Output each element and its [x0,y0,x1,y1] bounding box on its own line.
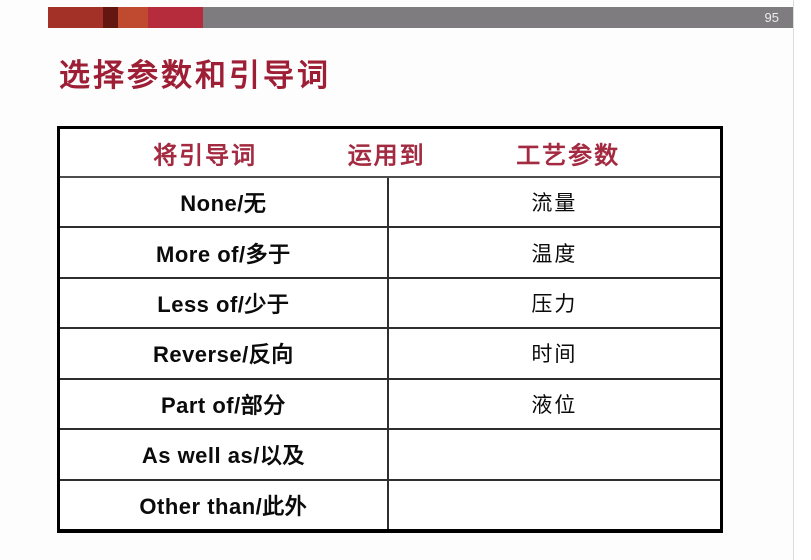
parameter-cell: 压力 [531,292,578,317]
parameter-cell: 流量 [531,191,578,216]
guideword-cell: Part of/部分 [60,379,389,429]
table-row: None/无 流量 [60,178,720,229]
parameter-cell [389,481,720,529]
parameter-cell: 温度 [531,241,578,266]
header-guideword-label: 将引导词 [153,140,258,169]
guideword-cell: Less of/少于 [60,278,389,328]
table-row: Reverse/反向 时间 [60,329,720,380]
table-row: Other than/此外 [60,480,720,529]
header-parameter-label: 工艺参数 [516,140,621,169]
guideword-cell: None/无 [60,178,389,227]
parameter-cell: 时间 [531,342,578,367]
table-body: None/无 流量 More of/多于 温度 Less of/少于 压力 Re… [60,178,720,529]
page-title: 选择参数和引导词 [59,58,331,94]
guideword-cell: As well as/以及 [60,430,389,479]
parameter-cell [389,430,720,478]
parameter-cell: 液位 [531,392,578,417]
bar-segment-brick [48,7,103,28]
header-applyto-label: 运用到 [347,140,426,169]
table-row: As well as/以及 [60,430,720,481]
bar-segment-crimson [148,7,203,28]
bar-segment-orange [118,7,148,28]
table-row: Part of/部分 液位 [60,379,720,431]
table-header-row: 将引导词 运用到 工艺参数 [60,129,720,178]
guideword-parameter-table: 将引导词 运用到 工艺参数 None/无 流量 More of/多于 温度 Le… [57,126,723,533]
page-number: 95 [764,10,779,25]
table-row: More of/多于 温度 [60,228,720,279]
bar-segment-gray: 95 [203,7,793,28]
guideword-cell: Other than/此外 [60,480,389,529]
guideword-cell: Reverse/反向 [60,329,389,378]
slide-canvas: 95 选择参数和引导词 将引导词 运用到 工艺参数 None/无 流量 More… [48,0,794,560]
bar-segment-darkred [103,7,118,28]
guideword-cell: More of/多于 [60,228,389,277]
top-decoration-bar: 95 [48,7,793,28]
table-row: Less of/少于 压力 [60,278,720,330]
